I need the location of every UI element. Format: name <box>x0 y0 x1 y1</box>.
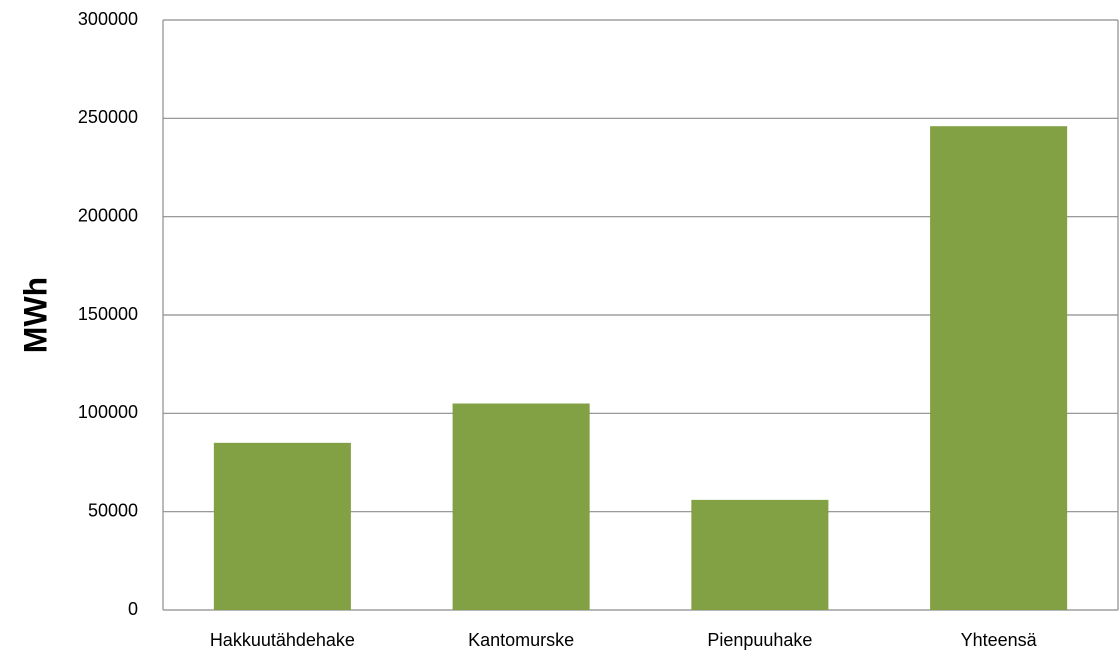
x-tick-label: Hakkuutähdehake <box>210 630 355 650</box>
y-tick-label: 300000 <box>78 9 138 29</box>
bar <box>691 499 829 610</box>
y-tick-label: 100000 <box>78 402 138 422</box>
y-axis-label: MWh <box>17 277 53 353</box>
x-tick-label: Kantomurske <box>468 630 574 650</box>
bar <box>452 403 590 610</box>
y-tick-label: 150000 <box>78 304 138 324</box>
y-tick-label: 0 <box>128 599 138 619</box>
y-tick-label: 50000 <box>88 500 138 520</box>
y-tick-label: 250000 <box>78 107 138 127</box>
bar <box>213 442 351 610</box>
x-tick-label: Pienpuuhake <box>707 630 812 650</box>
x-tick-label: Yhteensä <box>961 630 1038 650</box>
bar <box>930 126 1068 610</box>
y-tick-label: 200000 <box>78 205 138 225</box>
